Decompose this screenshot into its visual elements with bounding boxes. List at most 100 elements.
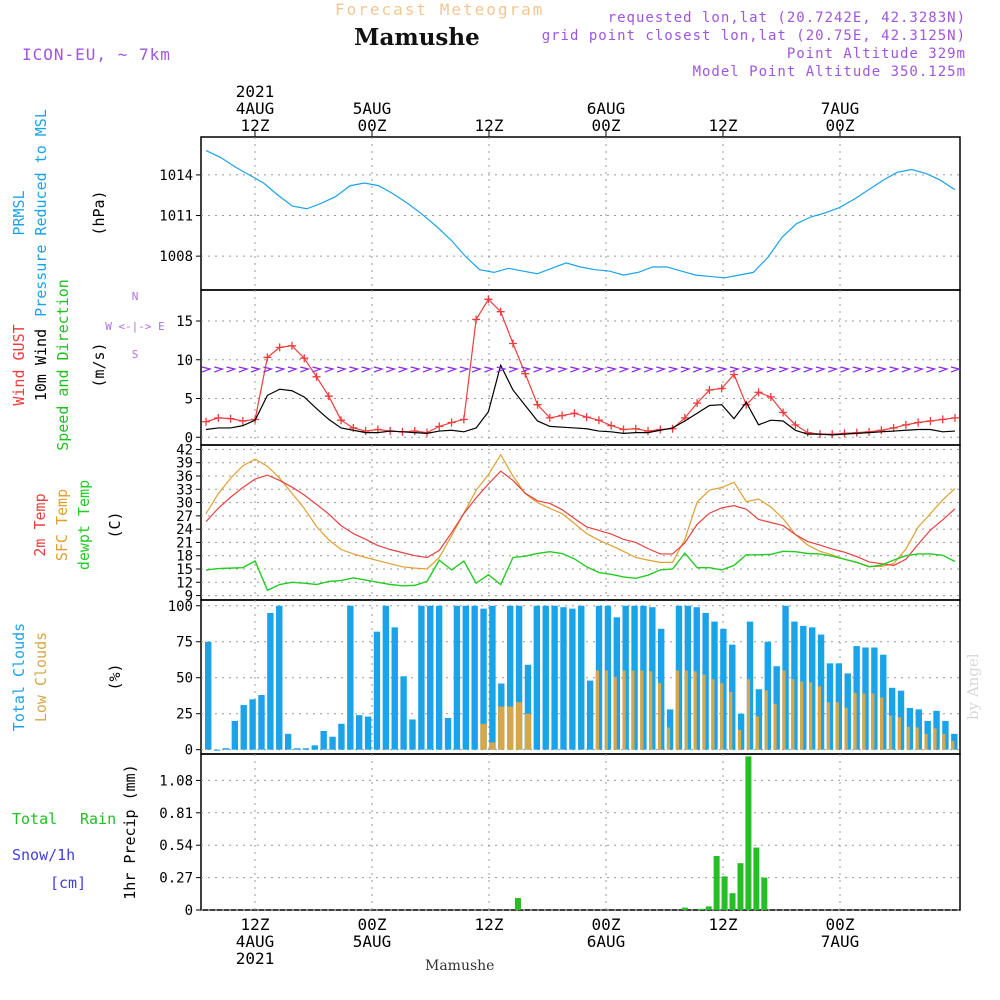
wind-direction-arrow <box>250 366 262 373</box>
gust-marker <box>337 416 346 425</box>
wind-direction-arrow <box>435 366 446 373</box>
low-cloud-bar <box>800 681 804 750</box>
wind-direction-arrow <box>840 366 851 373</box>
low-cloud-bar <box>515 702 523 750</box>
wind-direction-arrow <box>643 366 655 373</box>
x-bottom-label: 7AUG <box>821 932 860 951</box>
wind-direction-arrow <box>570 366 581 373</box>
total-cloud-bar <box>462 605 469 750</box>
wind-direction-arrow <box>913 366 925 373</box>
ytick-label: 0 <box>185 430 193 446</box>
low-cloud-bar <box>693 671 697 750</box>
gust-marker <box>877 426 886 435</box>
ytick-label: 36 <box>176 469 193 485</box>
gust-marker <box>766 392 775 401</box>
total-cloud-bar <box>862 647 869 750</box>
low-cloud-bar <box>640 670 644 750</box>
point-altitude: Point Altitude 329m <box>786 46 966 62</box>
low-cloud-bar <box>871 693 875 750</box>
total-cloud-bar <box>320 730 327 750</box>
total-cloud-bar <box>231 720 239 750</box>
pressure-ylabel-0: PRMSL <box>10 190 28 235</box>
gust-marker <box>312 372 321 381</box>
location-title: Mamushe <box>354 24 480 51</box>
grid-point-coords: grid point closest lon,lat (20.75E, 42.3… <box>541 28 966 44</box>
total-cloud-bar <box>382 605 390 750</box>
ytick-label: 50 <box>176 671 193 687</box>
total-cloud-bar <box>471 605 478 750</box>
gust-marker <box>779 408 788 417</box>
total-cloud-bar <box>213 749 221 751</box>
total-cloud-bar <box>542 605 549 750</box>
low-cloud-bar <box>622 670 626 750</box>
low-cloud-bar <box>906 726 910 750</box>
wind-direction-arrow <box>631 366 642 373</box>
total-cloud-bar <box>791 621 798 750</box>
wind-direction-arrow <box>226 366 237 373</box>
wind-direction-arrow <box>901 366 913 373</box>
wind-direction-arrow <box>201 366 213 373</box>
total-cloud-bar <box>267 612 274 750</box>
wind-direction-arrow <box>889 366 900 373</box>
total-cloud-bar <box>720 628 727 750</box>
total-cloud-bar <box>897 690 905 750</box>
x-bottom-label: 00Z <box>592 915 621 934</box>
total-cloud-bar <box>746 621 754 750</box>
temp-ylabel-0: 2m Temp <box>31 493 49 556</box>
wind-ylabel-1: 10m Wind <box>32 329 50 401</box>
total-cloud-bar <box>311 745 318 750</box>
x-top-label: 00Z <box>826 116 855 135</box>
wind-direction-arrow <box>926 366 937 373</box>
x-bottom-label: 4AUG <box>236 932 275 951</box>
wind-direction-arrow <box>300 366 311 373</box>
requested-coords: requested lon,lat (20.7242E, 42.3283N) <box>607 10 966 26</box>
low-cloud-bar <box>897 717 902 750</box>
precip-bar <box>514 898 521 910</box>
wind-direction-arrow <box>275 366 286 373</box>
low-cloud-bar <box>658 683 662 750</box>
wind-direction-arrow <box>705 366 716 373</box>
low-cloud-bar <box>507 706 514 750</box>
total-cloud-bar <box>391 627 398 750</box>
wind-direction-arrow <box>877 366 888 373</box>
gust-marker <box>447 418 456 427</box>
low-cloud-bar <box>666 727 671 750</box>
total-cloud-bar <box>684 605 692 750</box>
ytick-label: 0.81 <box>159 806 193 822</box>
total-cloud-bar <box>444 718 452 750</box>
wind-direction-arrow <box>447 366 458 373</box>
gust-marker <box>840 429 849 438</box>
wind-direction-arrow <box>656 366 667 373</box>
low-cloud-bar <box>764 690 768 750</box>
x-top-label: 7AUG <box>821 99 860 118</box>
gust-marker <box>508 339 517 348</box>
low-cloud-bar <box>835 702 839 750</box>
low-cloud-bar <box>524 713 532 750</box>
wind-direction-arrow <box>361 366 372 373</box>
ytick-label: 24 <box>176 522 193 538</box>
ytick-label: 39 <box>176 456 193 472</box>
x-top-label: 00Z <box>358 116 387 135</box>
ytick-label: 9 <box>185 589 193 605</box>
gust-marker <box>791 420 800 429</box>
x-bottom-label: 5AUG <box>353 932 392 951</box>
wind-direction-arrow <box>680 366 692 373</box>
total-cloud-bar <box>515 605 523 750</box>
low-cloud-bar <box>631 670 635 750</box>
precip-bar <box>761 877 768 910</box>
wind-line <box>205 363 956 436</box>
low-cloud-bar <box>773 703 777 750</box>
precip-bar <box>745 756 752 910</box>
gust-marker <box>926 416 935 425</box>
gust-marker <box>607 421 616 430</box>
wind-direction-arrow <box>533 366 544 373</box>
wind-direction-arrow <box>864 366 876 373</box>
total-cloud-bar <box>222 748 230 750</box>
low-cloud-bar <box>498 706 505 750</box>
model-point-altitude: Model Point Altitude 350.125m <box>692 64 966 80</box>
ytick-label: 0.54 <box>159 838 193 854</box>
wind-direction-arrow <box>484 366 495 373</box>
low-cloud-bar <box>684 670 688 750</box>
total-cloud-bar <box>826 663 834 750</box>
total-cloud-bar <box>364 716 372 750</box>
